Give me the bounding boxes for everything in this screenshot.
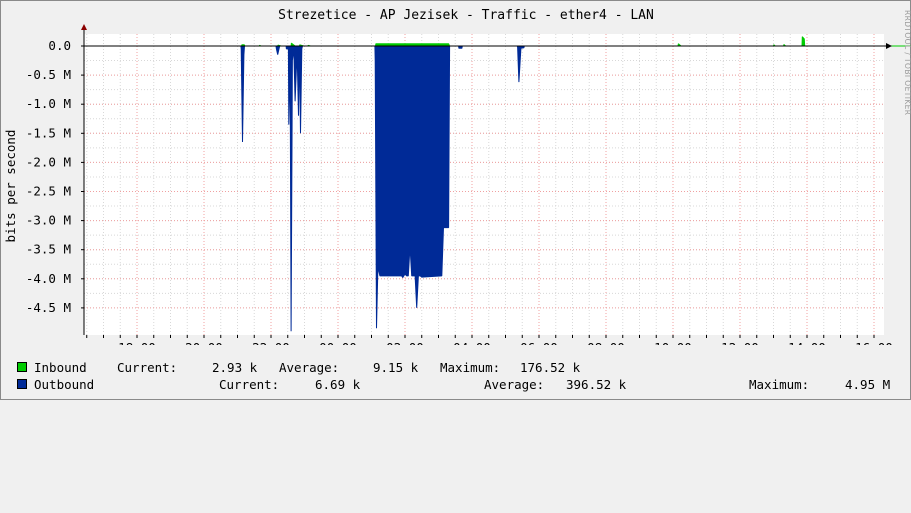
y-tick-label: 0.0 xyxy=(48,38,71,53)
x-tick-label: 08:00 xyxy=(587,340,625,345)
outbound-maximum-label: Maximum: xyxy=(749,377,809,392)
x-axis-arrow xyxy=(886,43,892,49)
chart-title: Strezetice - AP Jezisek - Traffic - ethe… xyxy=(278,8,654,23)
traffic-chart: Strezetice - AP Jezisek - Traffic - ethe… xyxy=(0,0,911,345)
y-tick-label: -3.0 M xyxy=(26,213,71,228)
rrdtool-watermark: RRDTOOL / TOBI OETIKER xyxy=(903,10,911,115)
x-tick-label: 14:00 xyxy=(788,340,826,345)
outbound-current-value: 6.69 k xyxy=(315,377,360,392)
y-tick-label: -2.5 M xyxy=(26,184,71,199)
inbound-maximum-label: Maximum: xyxy=(440,360,500,375)
inbound-label: Inbound xyxy=(34,360,87,375)
x-tick-label: 00:00 xyxy=(319,340,357,345)
inbound-current-value: 2.93 k xyxy=(212,360,257,375)
inbound-maximum-value: 176.52 k xyxy=(520,360,580,375)
outbound-swatch xyxy=(17,379,27,389)
inbound-average-label: Average: xyxy=(279,360,339,375)
outbound-current-label: Current: xyxy=(219,377,279,392)
y-axis-arrow xyxy=(81,24,87,30)
y-axis-label: bits per second xyxy=(3,130,18,243)
x-tick-label: 02:00 xyxy=(386,340,424,345)
y-tick-label: -3.5 M xyxy=(26,242,71,257)
y-tick-label: -0.5 M xyxy=(26,67,71,82)
x-tick-label: 04:00 xyxy=(453,340,491,345)
y-tick-label: -4.5 M xyxy=(26,300,71,315)
inbound-current-label: Current: xyxy=(117,360,177,375)
legend-inbound: Inbound Current: 2.93 k Average: 9.15 k … xyxy=(0,361,15,375)
x-tick-label: 20:00 xyxy=(185,340,223,345)
inbound-average-value: 9.15 k xyxy=(373,360,418,375)
y-tick-label: -2.0 M xyxy=(26,154,71,169)
legend-outbound: Outbound Current: 6.69 k Average: 396.52… xyxy=(0,378,15,392)
outbound-maximum-value: 4.95 M xyxy=(845,377,890,392)
x-tick-label: 10:00 xyxy=(654,340,692,345)
x-tick-label: 16:00 xyxy=(855,340,893,345)
y-tick-label: -1.5 M xyxy=(26,125,71,140)
x-tick-label: 06:00 xyxy=(520,340,558,345)
outbound-average-value: 396.52 k xyxy=(566,377,626,392)
x-tick-label: 18:00 xyxy=(118,340,156,345)
outbound-average-label: Average: xyxy=(484,377,544,392)
x-tick-label: 12:00 xyxy=(721,340,759,345)
inbound-swatch xyxy=(17,362,27,372)
y-tick-label: -4.0 M xyxy=(26,271,71,286)
y-tick-label: -1.0 M xyxy=(26,96,71,111)
outbound-label: Outbound xyxy=(34,377,94,392)
x-tick-label: 22:00 xyxy=(252,340,290,345)
